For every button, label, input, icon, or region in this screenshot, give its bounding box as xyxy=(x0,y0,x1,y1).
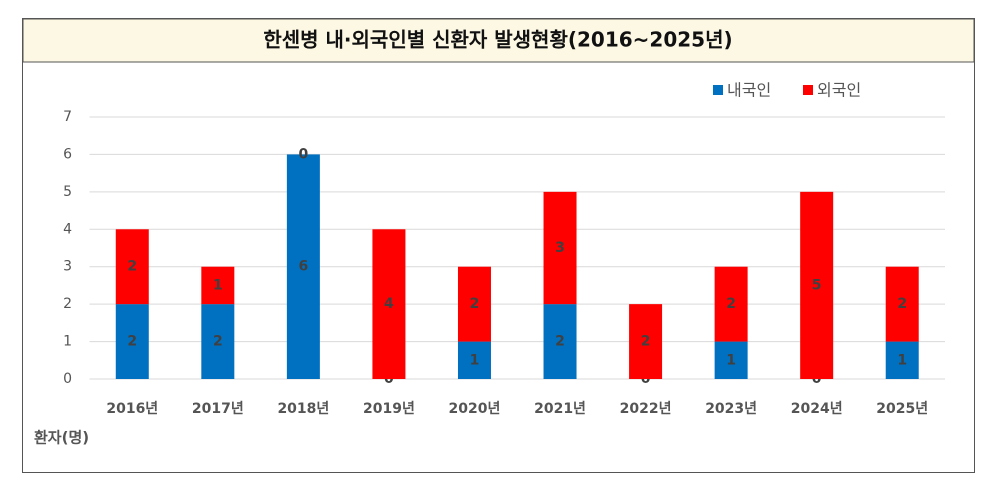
data-label: 2 xyxy=(127,334,137,350)
data-label: 0 xyxy=(299,146,309,162)
x-tick-label: 2019년 xyxy=(363,401,415,417)
bar-segment xyxy=(286,154,320,379)
x-tick-label: 2017년 xyxy=(192,401,244,417)
data-label: 2 xyxy=(726,296,736,312)
bar-segment xyxy=(714,266,748,342)
y-tick-label: 2 xyxy=(63,296,72,312)
data-label: 1 xyxy=(470,352,480,368)
data-label: 4 xyxy=(384,296,394,312)
data-label: 2 xyxy=(470,296,480,312)
data-label: 2 xyxy=(897,296,907,312)
x-tick-label: 2018년 xyxy=(277,401,329,417)
data-label: 1 xyxy=(213,277,223,293)
y-tick-label: 5 xyxy=(63,184,72,200)
bar-segment xyxy=(115,304,149,379)
y-tick-label: 7 xyxy=(63,109,72,125)
x-tick-label: 2023년 xyxy=(705,401,757,417)
x-tick-label: 2024년 xyxy=(791,401,843,417)
data-label: 3 xyxy=(555,240,565,256)
bar-segment xyxy=(543,191,577,305)
y-tick-label: 4 xyxy=(63,221,72,237)
x-tick-label: 2025년 xyxy=(876,401,928,417)
data-label: 1 xyxy=(726,352,736,368)
data-label: 1 xyxy=(897,352,907,368)
bar-segment xyxy=(201,266,235,305)
chart-title: 한센병 내·외국인별 신환자 발생현황(2016~2025년) xyxy=(263,28,732,52)
data-label: 5 xyxy=(812,277,822,293)
legend-label: 외국인 xyxy=(817,81,861,100)
bar-segment xyxy=(115,229,149,305)
x-tick-label: 2022년 xyxy=(620,401,672,417)
x-tick-label: 2016년 xyxy=(106,401,158,417)
bar-segment xyxy=(457,266,491,342)
y-tick-label: 1 xyxy=(63,334,72,350)
bar-segment xyxy=(201,304,235,379)
data-label: 2 xyxy=(555,334,565,350)
x-tick-label: 2021년 xyxy=(534,401,586,417)
y-axis-label: 환자(명) xyxy=(34,429,89,447)
bar-segment xyxy=(885,341,919,379)
bar-segment xyxy=(372,229,406,379)
legend-label: 내국인 xyxy=(727,81,771,100)
data-label: 2 xyxy=(127,259,137,275)
y-tick-label: 6 xyxy=(63,146,72,162)
y-tick-label: 3 xyxy=(63,259,72,275)
legend-swatch xyxy=(713,85,723,95)
bar-segment xyxy=(800,191,834,379)
bar-segment xyxy=(885,266,919,342)
data-label: 6 xyxy=(299,259,309,275)
bar-segment xyxy=(714,341,748,379)
bar-segment xyxy=(457,341,491,379)
bar-segment xyxy=(629,304,663,379)
x-tick-label: 2020년 xyxy=(449,401,501,417)
y-tick-label: 0 xyxy=(63,371,72,387)
legend-swatch xyxy=(803,85,813,95)
data-label: 2 xyxy=(213,334,223,350)
data-label: 2 xyxy=(641,334,651,350)
title-band xyxy=(22,18,975,63)
bar-segment xyxy=(543,304,577,379)
